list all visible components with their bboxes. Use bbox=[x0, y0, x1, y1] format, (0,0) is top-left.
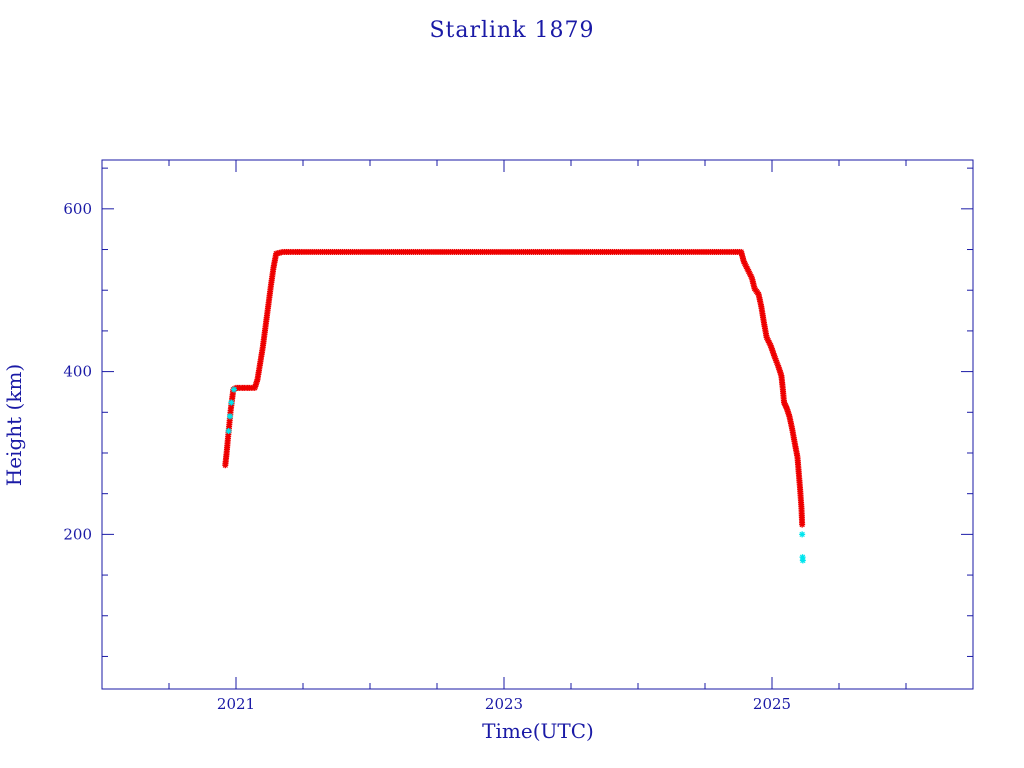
x-tick-label: 2021 bbox=[217, 695, 255, 713]
highlight-point bbox=[226, 413, 233, 420]
highlight-point bbox=[225, 428, 232, 435]
x-axis-title: Time(UTC) bbox=[482, 719, 594, 743]
highlight-point bbox=[230, 386, 237, 393]
highlight-point bbox=[228, 399, 235, 406]
plot-frame bbox=[101, 159, 974, 690]
chart-title: Starlink 1879 bbox=[429, 18, 594, 43]
data-point bbox=[799, 521, 806, 528]
highlight-point bbox=[799, 531, 806, 538]
x-tick-label: 2023 bbox=[485, 695, 523, 713]
highlight-point bbox=[799, 557, 806, 564]
y-axis-title: Height (km) bbox=[2, 364, 26, 486]
tick-labels: 2021 2023 2025 200 400 600 bbox=[63, 200, 791, 713]
y-tick-label: 400 bbox=[63, 363, 92, 381]
y-tick-label: 200 bbox=[63, 525, 92, 543]
y-tick-label: 600 bbox=[63, 200, 92, 218]
axis-ticks bbox=[102, 160, 973, 689]
x-tick-label: 2025 bbox=[753, 695, 791, 713]
data-points bbox=[222, 248, 806, 564]
